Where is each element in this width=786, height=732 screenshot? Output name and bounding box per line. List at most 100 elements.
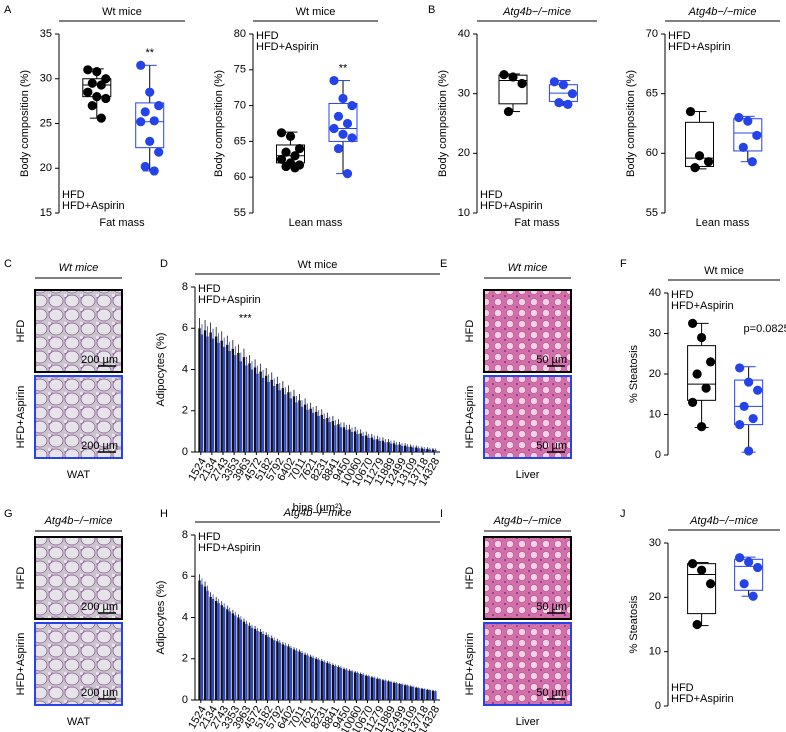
bar xyxy=(359,433,362,452)
data-point xyxy=(738,142,748,152)
bar xyxy=(342,669,346,700)
image-caption: Liver xyxy=(516,716,540,728)
panel-letter: C xyxy=(4,258,12,270)
bar xyxy=(289,648,293,700)
bar xyxy=(284,394,287,452)
bar xyxy=(387,442,390,452)
bar xyxy=(370,437,373,452)
data-point xyxy=(101,93,111,104)
data-point xyxy=(739,401,749,411)
bar xyxy=(206,336,209,452)
bar xyxy=(292,396,296,452)
data-point xyxy=(329,75,339,86)
bar xyxy=(220,340,223,452)
data-point xyxy=(688,397,698,407)
data-point xyxy=(145,87,155,97)
bar xyxy=(270,638,273,700)
bar xyxy=(389,681,393,700)
bar xyxy=(259,371,262,452)
bar xyxy=(406,446,409,452)
bar xyxy=(409,686,412,700)
y-tick-label: 30 xyxy=(649,537,661,549)
data-point xyxy=(154,101,164,111)
data-point xyxy=(347,101,357,111)
y-tick-label: 40 xyxy=(458,28,470,40)
bar xyxy=(220,605,223,700)
y-axis-label: Body composition (%) xyxy=(19,70,31,177)
data-point xyxy=(87,78,97,88)
bar xyxy=(203,586,207,700)
bar xyxy=(198,580,201,700)
legend-entry: HFD xyxy=(668,30,691,42)
bar xyxy=(428,449,431,452)
data-point xyxy=(290,151,300,161)
data-point xyxy=(92,66,102,77)
image-title: Wt mice xyxy=(59,262,99,274)
bar xyxy=(317,659,320,700)
data-point xyxy=(149,166,159,176)
y-axis-label: % Steatosis xyxy=(628,595,640,654)
y-tick-label: 40 xyxy=(649,287,661,299)
y-tick-label: 60 xyxy=(234,171,246,183)
bar xyxy=(242,357,246,452)
data-point xyxy=(281,147,291,157)
histology-image xyxy=(34,375,123,459)
bar xyxy=(303,404,307,452)
bar xyxy=(250,369,254,452)
box xyxy=(685,121,714,167)
data-point xyxy=(744,557,754,567)
bar xyxy=(415,447,418,452)
x-axis-label: Lean mass xyxy=(289,217,343,229)
bar xyxy=(384,442,387,452)
data-point xyxy=(735,363,745,373)
data-point xyxy=(333,111,344,121)
bar xyxy=(281,388,285,452)
box xyxy=(328,102,358,142)
bar xyxy=(315,411,318,452)
scale-label: 200 µm xyxy=(81,687,118,699)
data-point xyxy=(333,143,344,154)
data-point xyxy=(342,169,353,179)
data-point xyxy=(290,163,300,173)
y-tick-label: 0 xyxy=(182,446,188,458)
bar xyxy=(256,373,259,452)
bar xyxy=(423,448,426,452)
data-point xyxy=(567,89,578,99)
bar xyxy=(403,685,407,700)
bar xyxy=(292,649,296,700)
y-tick-label: 65 xyxy=(234,135,246,147)
significance: ** xyxy=(145,47,154,59)
bar xyxy=(223,346,226,452)
bar xyxy=(411,447,415,452)
bar xyxy=(287,392,290,452)
bar xyxy=(237,617,240,700)
y-tick-label: 60 xyxy=(646,147,658,159)
data-point xyxy=(753,562,763,573)
bar xyxy=(326,417,329,452)
data-point xyxy=(145,136,155,146)
panel-letter: E xyxy=(440,258,447,270)
y-axis-label: Body composition (%) xyxy=(625,70,637,177)
y-tick-label: 10 xyxy=(649,408,661,420)
y-tick-label: 8 xyxy=(182,281,188,293)
bar xyxy=(431,449,435,452)
chart-title: Wt mice xyxy=(704,265,744,277)
bar xyxy=(234,615,237,700)
scale-label: 200 µm xyxy=(81,354,118,366)
bar xyxy=(261,634,265,700)
bar xyxy=(350,671,354,700)
y-tick-label: 2 xyxy=(182,653,188,665)
x-axis-label: Fat mass xyxy=(99,217,145,229)
bar xyxy=(245,365,248,452)
bar xyxy=(245,623,248,700)
bar xyxy=(309,408,312,452)
legend-entry: HFD+Aspirin xyxy=(668,41,731,53)
bar xyxy=(334,665,337,700)
y-axis-label: Adipocytes (%) xyxy=(155,581,167,655)
y-tick-label: 8 xyxy=(182,529,188,541)
histology-image xyxy=(34,622,123,706)
bar xyxy=(276,641,279,700)
bar xyxy=(265,375,268,452)
bar xyxy=(278,642,281,700)
y-tick-label: 10 xyxy=(649,646,661,658)
